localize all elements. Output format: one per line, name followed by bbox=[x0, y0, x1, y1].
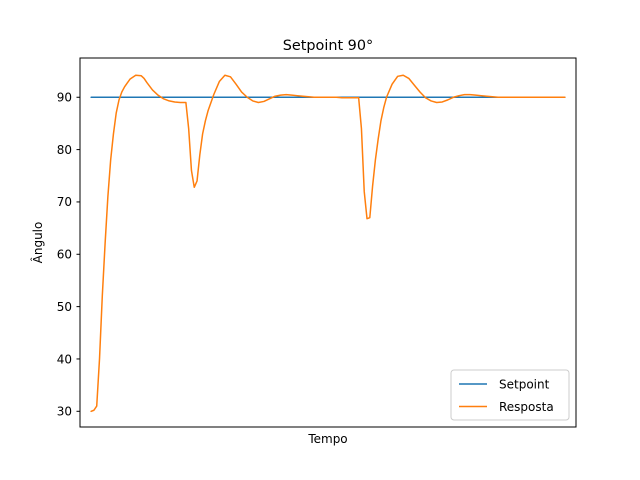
plot-frame bbox=[79, 57, 577, 428]
chart-title: Setpoint 90° bbox=[283, 38, 373, 54]
plot-area bbox=[80, 58, 576, 427]
legend-box bbox=[450, 369, 570, 421]
y-tick-label: 50 bbox=[57, 300, 72, 314]
x-axis-label: Tempo bbox=[307, 432, 347, 446]
y-axis-label: Ângulo bbox=[30, 222, 45, 264]
y-tick-label: 30 bbox=[57, 405, 72, 419]
legend: Setpoint Resposta bbox=[450, 369, 570, 421]
y-tick-label: 40 bbox=[57, 352, 72, 366]
series-layer bbox=[90, 74, 566, 413]
y-tick-label: 90 bbox=[57, 91, 72, 105]
legend-label-setpoint: Setpoint bbox=[499, 378, 550, 392]
y-tick-label: 80 bbox=[57, 143, 72, 157]
series-line-resposta bbox=[90, 74, 566, 413]
y-axis-ticks: 30 40 50 60 70 80 90 bbox=[57, 91, 80, 419]
y-tick-label: 70 bbox=[57, 195, 72, 209]
legend-label-resposta: Resposta bbox=[499, 400, 554, 414]
y-tick-label: 60 bbox=[57, 248, 72, 262]
